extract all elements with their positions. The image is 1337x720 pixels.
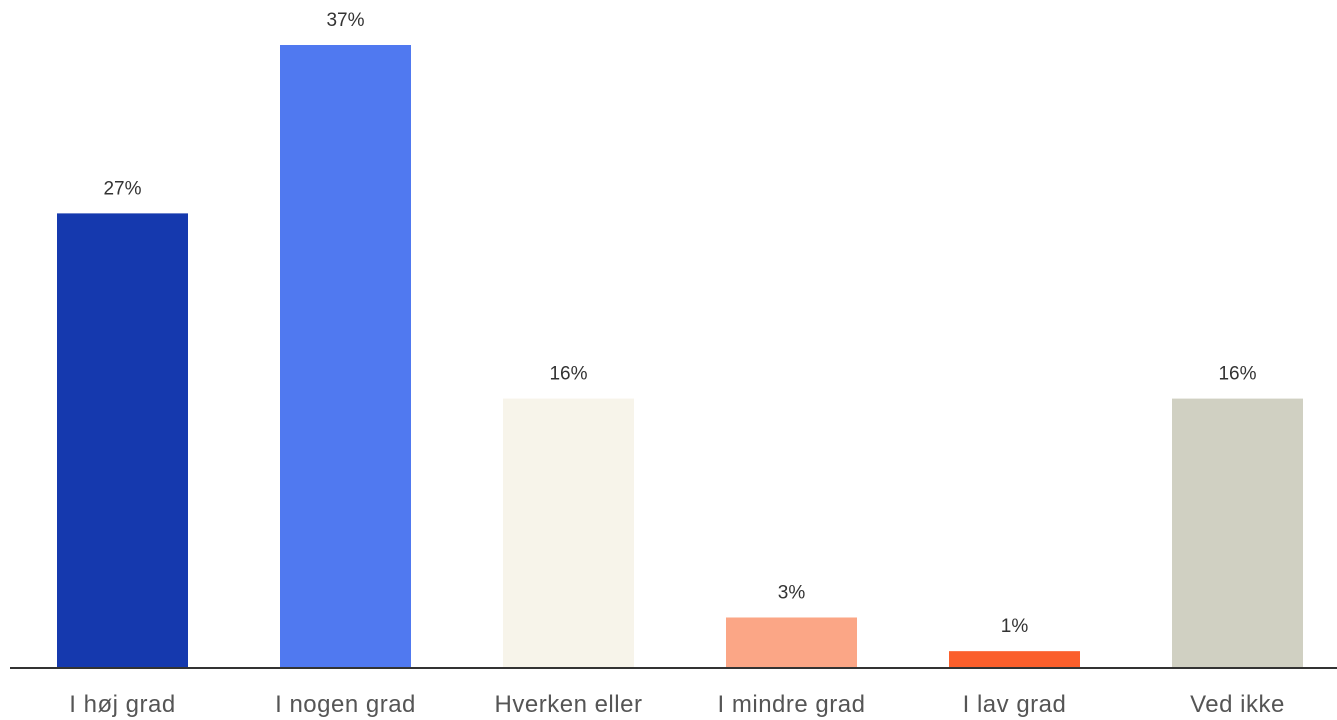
bar-1: [280, 45, 411, 668]
bar-2: [503, 398, 634, 668]
bars-layer: [57, 45, 1303, 669]
category-label-1: I nogen grad: [275, 691, 416, 718]
value-label-2: 16%: [549, 364, 587, 385]
value-labels-layer: 27% 37% 16% 3% 1% 16%: [103, 10, 1256, 637]
bar-0: [57, 213, 188, 669]
value-label-1: 37%: [326, 10, 364, 31]
category-label-4: I lav grad: [963, 691, 1067, 718]
category-label-2: Hverken eller: [495, 691, 643, 718]
value-label-3: 3%: [778, 582, 806, 603]
value-label-4: 1%: [1001, 616, 1029, 637]
bar-5: [1172, 398, 1303, 668]
category-labels-layer: I høj grad I nogen grad Hverken eller I min…: [69, 691, 1285, 718]
value-label-0: 27%: [103, 178, 141, 199]
category-label-0: I høj grad: [69, 691, 175, 718]
value-label-5: 16%: [1218, 364, 1256, 385]
bar-4: [949, 651, 1080, 668]
category-label-5: Ved ikke: [1190, 691, 1285, 718]
category-label-3: I mindre grad: [718, 691, 866, 718]
bar-3: [726, 617, 857, 668]
